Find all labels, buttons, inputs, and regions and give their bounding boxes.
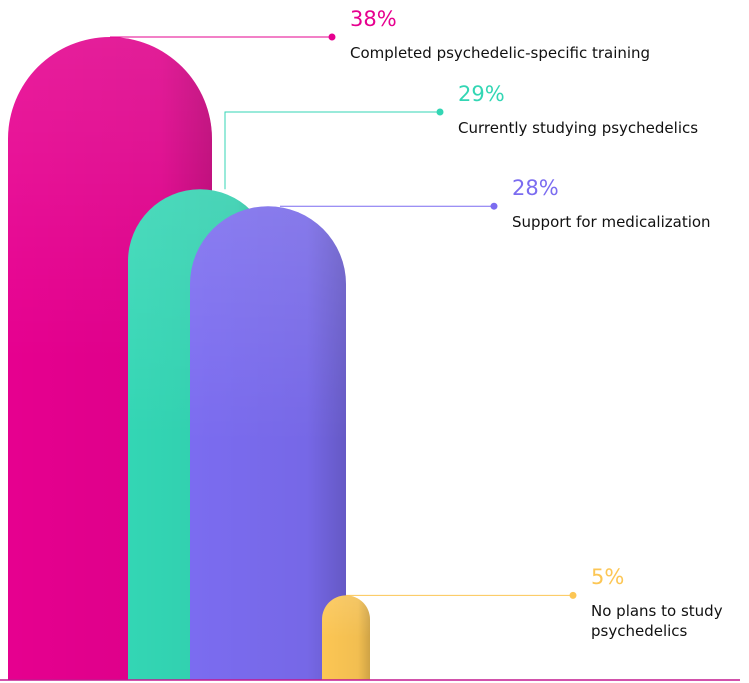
value-label: 5% xyxy=(591,565,625,590)
callout-line xyxy=(224,111,440,190)
category-label: Completed psychedelic-specific training xyxy=(350,44,651,62)
category-label: Currently studying psychedelics xyxy=(458,119,699,137)
bar-light xyxy=(322,595,370,680)
value-label: 29% xyxy=(458,82,505,106)
callout-dot xyxy=(328,33,336,41)
bar-light xyxy=(190,206,346,680)
value-label: 28% xyxy=(512,176,559,201)
category-label: Support for medicalization xyxy=(512,213,711,232)
category-label: No plans to study psychedelics xyxy=(591,602,723,641)
callout-dot xyxy=(490,202,498,210)
value-label: 38% xyxy=(350,7,397,31)
callout-dot xyxy=(436,108,444,116)
callout-dot xyxy=(569,591,577,599)
